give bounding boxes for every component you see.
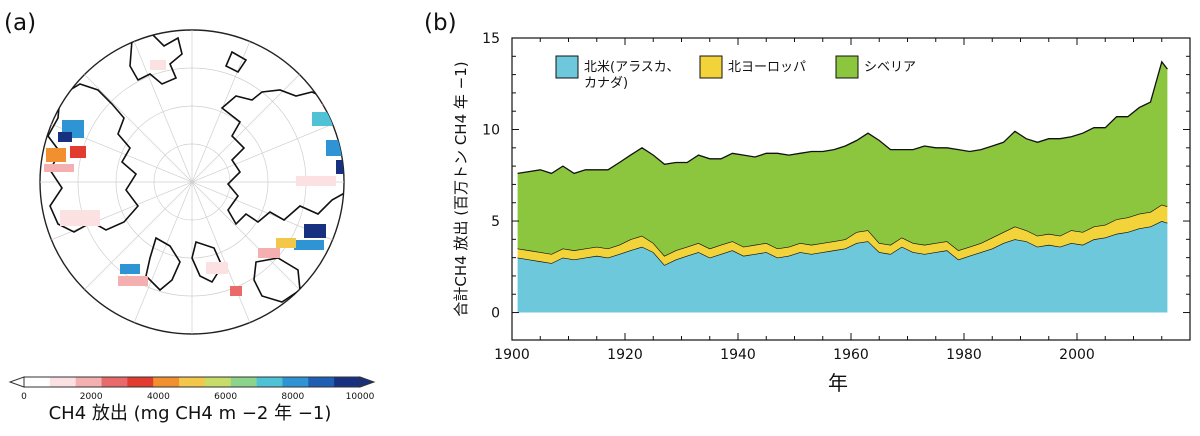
legend-swatch — [555, 55, 579, 79]
colorbar-tick-label: 8000 — [281, 392, 304, 402]
x-tick-label: 1900 — [494, 347, 530, 363]
x-axis-ticks: 1900 1920 1940 1960 1980 2000 — [494, 38, 1191, 363]
colorbar: 0 2000 4000 6000 8000 10000 CH4 放出 (mg CH4 m … — [8, 376, 376, 424]
colorbar-segment — [153, 377, 180, 387]
colorbar-tick-label: 10000 — [346, 392, 375, 402]
x-tick-label: 1980 — [946, 347, 982, 363]
colorbar-segments — [24, 377, 361, 387]
colorbar-tick-label: 2000 — [80, 392, 103, 402]
colorbar-segment — [256, 377, 283, 387]
colorbar-frame — [23, 376, 361, 388]
colorbar-segment — [308, 377, 335, 387]
colorbar-segment — [127, 377, 154, 387]
legend: 北米(アラスカ、カナダ) 北ヨーロッパ シベリア — [555, 55, 916, 91]
y-axis-label: 合計CH4 放出 (百万トン CH4 年 −1) — [452, 61, 470, 316]
x-axis-label: 年 — [828, 371, 848, 395]
colorbar-segment — [179, 377, 206, 387]
colorbar-segment — [230, 377, 258, 387]
y-tick-label: 15 — [482, 31, 500, 47]
legend-swatch — [835, 55, 859, 79]
y-tick-label: 5 — [491, 214, 500, 230]
panel-a-label: (a) — [4, 10, 36, 36]
colorbar-tick-label: 4000 — [147, 392, 170, 402]
colorbar-segment — [334, 377, 361, 387]
colorbar-high-arrow — [359, 376, 376, 388]
area-series-シベリア — [517, 61, 1168, 256]
colorbar-segment — [282, 377, 309, 387]
panel-b-label: (b) — [424, 10, 457, 36]
colorbar-low-arrow — [8, 376, 25, 388]
area-series-top-line — [517, 60, 1168, 175]
area-chart: 1900 1920 1940 1960 1980 2000 0 5 10 15 年 合計CH4 … — [452, 31, 1191, 395]
colorbar-ticks: 0 2000 4000 6000 8000 10000 — [21, 392, 374, 402]
x-tick-label: 1960 — [833, 347, 869, 363]
legend-label: 北米(アラスカ、 — [584, 60, 680, 75]
legend-label: 北ヨーロッパ — [728, 60, 806, 75]
colorbar-segment — [75, 377, 103, 387]
colorbar-segment — [49, 377, 77, 387]
y-axis-ticks: 0 5 10 15 — [482, 31, 1190, 322]
y-tick-label: 0 — [491, 306, 500, 322]
legend-label: カナダ) — [584, 76, 628, 91]
colorbar-tick-label: 0 — [21, 392, 27, 402]
legend-label: シベリア — [864, 60, 916, 75]
area-series-北米(アラスカ、カナダ) — [517, 221, 1168, 313]
map-emission-hotspots — [44, 30, 344, 296]
stacked-areas — [517, 60, 1168, 313]
area-series-北ヨーロッパ — [517, 204, 1168, 265]
colorbar-label: CH4 放出 (mg CH4 m −2 年 −1) — [49, 403, 332, 424]
x-tick-label: 2000 — [1059, 347, 1095, 363]
colorbar-segment — [101, 377, 128, 387]
polar-map — [39, 29, 345, 335]
x-tick-label: 1940 — [720, 347, 756, 363]
legend-swatch — [699, 55, 723, 79]
x-tick-label: 1920 — [607, 347, 643, 363]
colorbar-segment — [24, 377, 51, 387]
y-tick-label: 10 — [482, 123, 500, 139]
colorbar-segment — [204, 377, 232, 387]
colorbar-tick-label: 6000 — [214, 392, 237, 402]
